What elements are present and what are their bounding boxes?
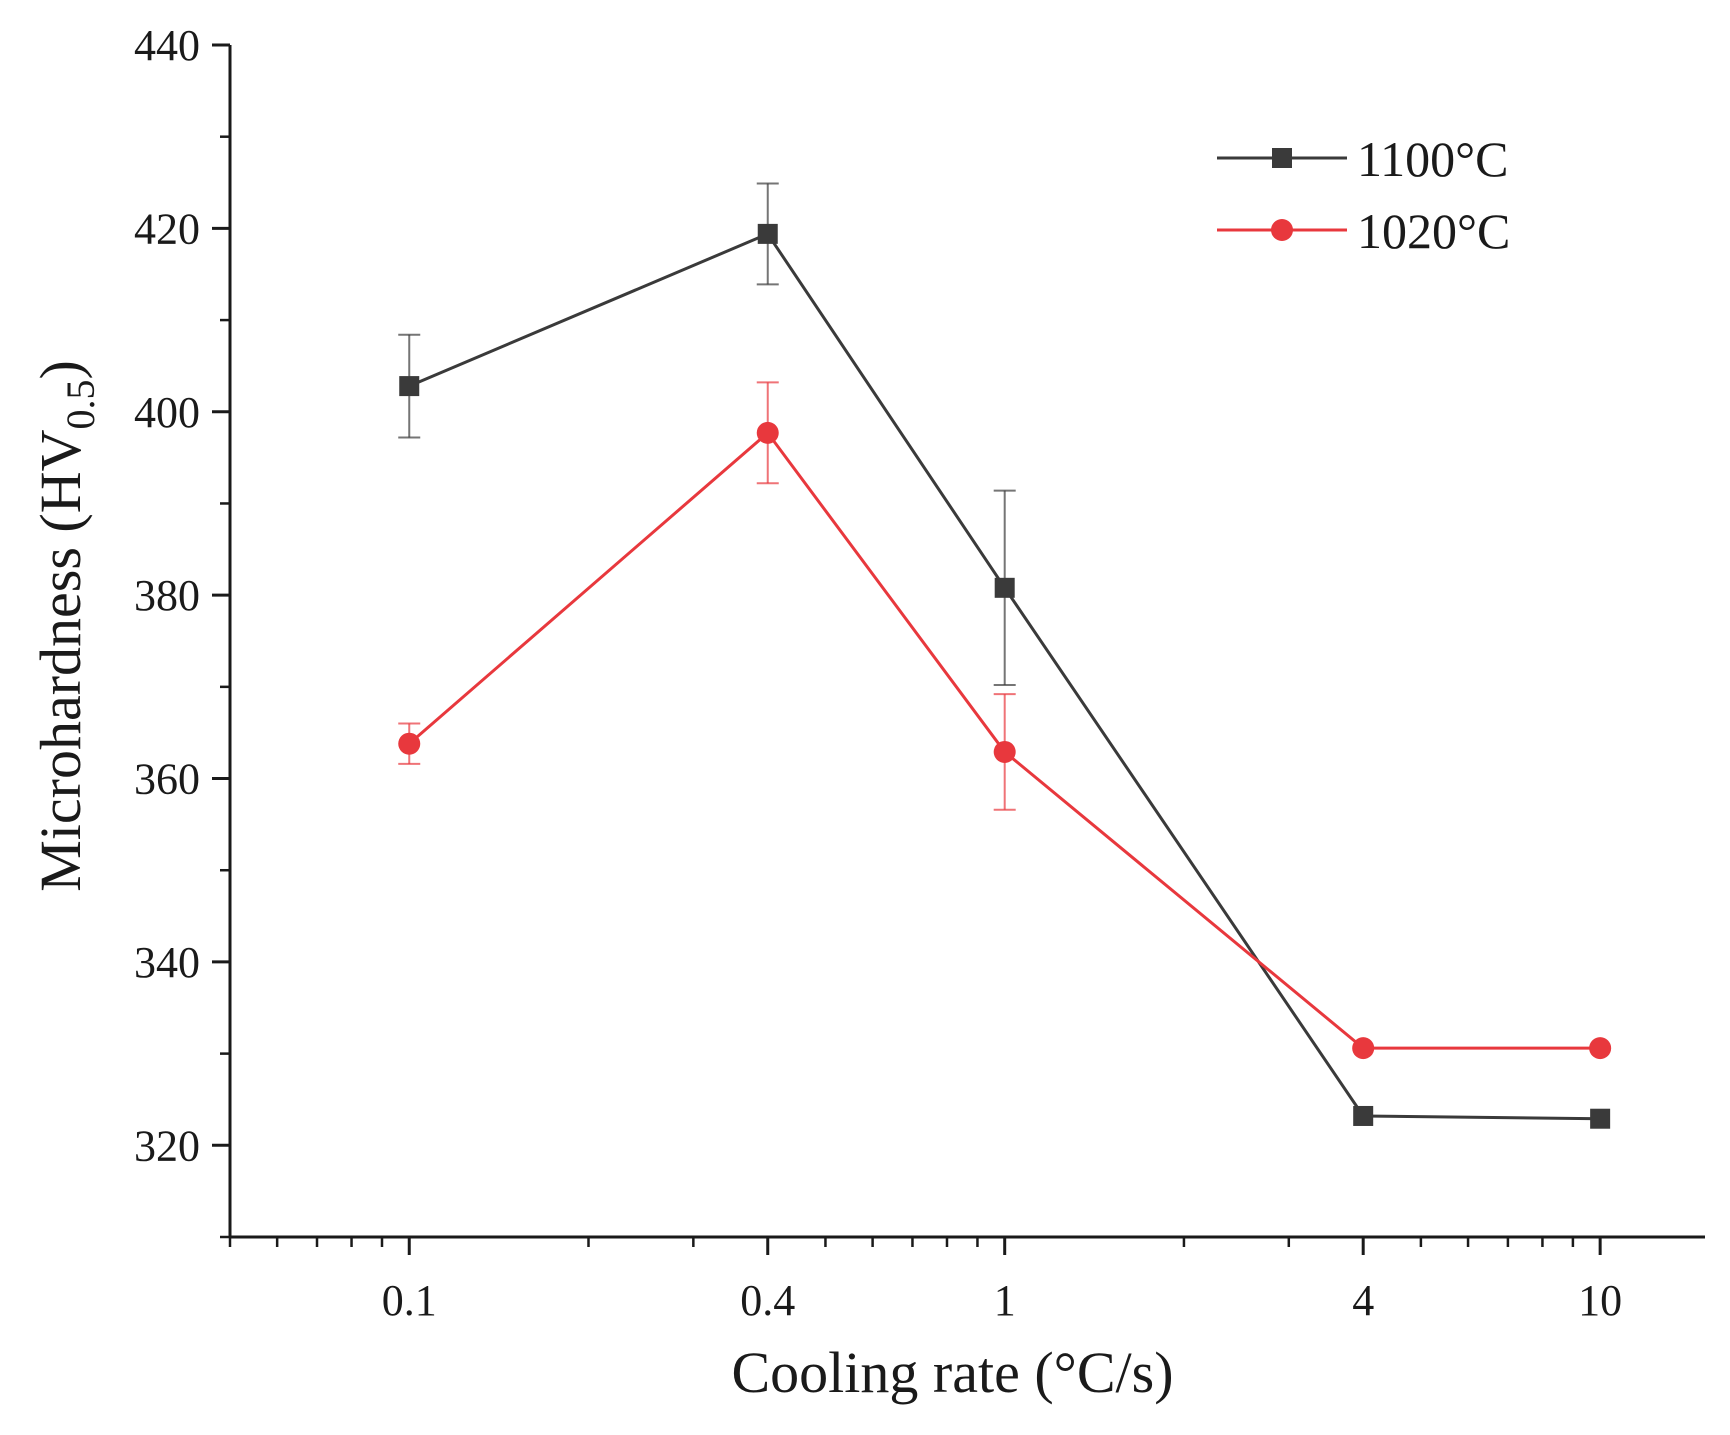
data-point bbox=[1352, 1037, 1375, 1060]
legend-marker bbox=[1271, 219, 1293, 241]
series-1020°C bbox=[398, 381, 1612, 1060]
plot-data bbox=[398, 182, 1612, 1129]
y-tick-label: 400 bbox=[134, 388, 200, 437]
axis-titles: Cooling rate (°C/s) Microhardness (HV0.5) bbox=[28, 360, 1174, 1405]
y-tick-label: 420 bbox=[134, 204, 200, 253]
data-point bbox=[756, 421, 779, 444]
legend: 1100°C 1020°C bbox=[1217, 131, 1510, 259]
y-axis-title: Microhardness (HV0.5) bbox=[28, 360, 103, 892]
x-tick-label: 4 bbox=[1352, 1276, 1374, 1325]
x-axis-title: Cooling rate (°C/s) bbox=[731, 1340, 1173, 1405]
data-point bbox=[398, 732, 421, 755]
data-point bbox=[1590, 1108, 1611, 1129]
legend-label: 1100°C bbox=[1357, 131, 1509, 187]
data-point bbox=[993, 740, 1016, 763]
data-point bbox=[1589, 1037, 1612, 1060]
x-tick-label: 0.1 bbox=[382, 1276, 437, 1325]
x-tick-label: 0.4 bbox=[740, 1276, 795, 1325]
data-point bbox=[757, 223, 778, 244]
legend-marker bbox=[1272, 148, 1292, 168]
data-point bbox=[1353, 1105, 1374, 1126]
data-point bbox=[994, 577, 1015, 598]
y-tick-label: 340 bbox=[134, 938, 200, 987]
axes: 320 340 360 380 400 420 440 0.1 0.4 1 4 10 bbox=[134, 21, 1705, 1325]
y-tick-label: 320 bbox=[134, 1121, 200, 1170]
x-tick-label: 1 bbox=[994, 1276, 1016, 1325]
x-tick-label: 10 bbox=[1578, 1276, 1622, 1325]
y-tick-label: 440 bbox=[134, 21, 200, 70]
data-point bbox=[399, 376, 420, 397]
y-tick-label: 380 bbox=[134, 571, 200, 620]
legend-label: 1020°C bbox=[1357, 203, 1510, 259]
series-1100°C bbox=[398, 182, 1611, 1129]
y-tick-label: 360 bbox=[134, 755, 200, 804]
